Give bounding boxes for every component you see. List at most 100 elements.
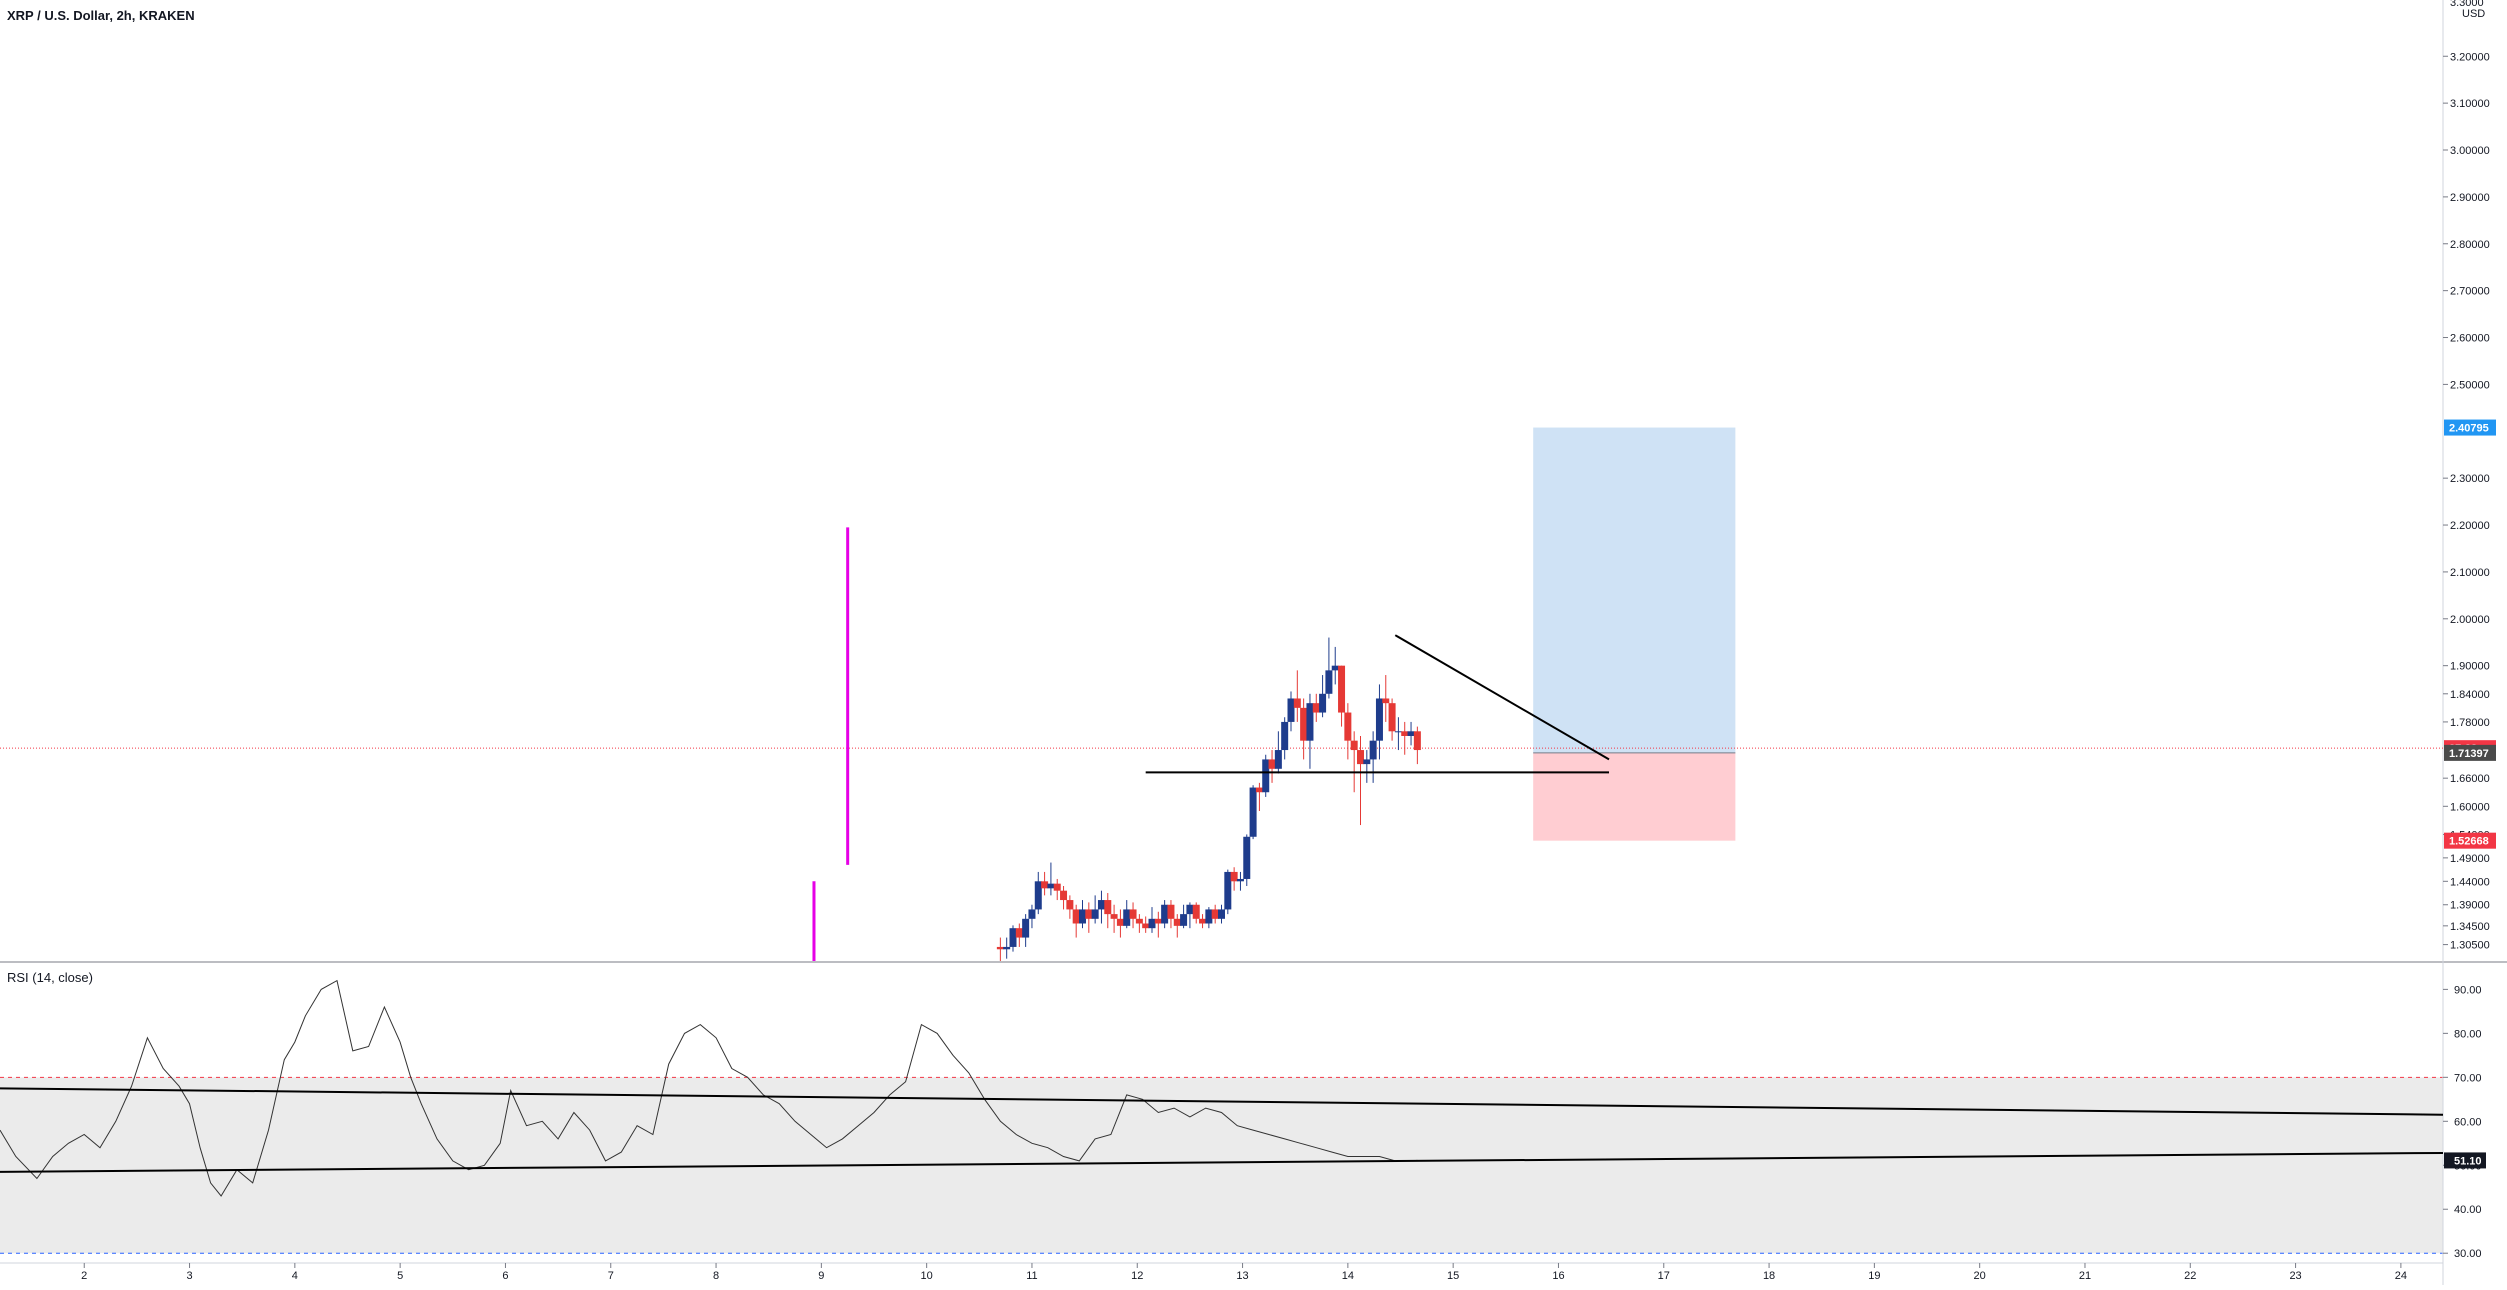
candle-body (1249, 787, 1257, 837)
rsi-lower-trendline (0, 1151, 2444, 1173)
candle (1022, 914, 1030, 947)
candle (1236, 871, 1244, 891)
price-tick-label: 3.10000 (2450, 98, 2490, 110)
candle-body (1293, 698, 1301, 708)
price-tick-label: 1.44000 (2450, 876, 2490, 888)
candle-body (1363, 759, 1371, 765)
candle-body (1104, 900, 1112, 915)
candle-body (1211, 909, 1219, 919)
candle (1382, 675, 1390, 722)
candle (1161, 900, 1169, 929)
time-tick-label: 7 (608, 1270, 614, 1282)
candle-body (1281, 721, 1289, 751)
candle-body (1236, 878, 1244, 882)
candle-body (1180, 914, 1188, 926)
candle-body (1173, 918, 1181, 926)
price-badge-label: 1.52668 (2449, 836, 2489, 848)
candle-body (1142, 923, 1150, 929)
candle (1300, 698, 1308, 760)
candle (1293, 670, 1301, 722)
candle-body (1388, 703, 1396, 732)
price-tick-label: 1.39000 (2450, 900, 2490, 912)
time-tick-label: 5 (397, 1270, 403, 1282)
time-tick-label: 14 (1342, 1270, 1354, 1282)
candle-body (1015, 928, 1023, 938)
candle (1135, 914, 1143, 933)
candle (1129, 902, 1137, 929)
candle (1287, 691, 1295, 732)
price-tick-label: 2.50000 (2450, 379, 2490, 391)
candle (1375, 684, 1383, 760)
price-tick-label: 2.60000 (2450, 333, 2490, 345)
time-tick-label: 8 (713, 1270, 719, 1282)
price-badge-bg (2444, 832, 2496, 849)
candle-body (1072, 909, 1080, 924)
time-tick-label: 13 (1236, 1270, 1248, 1282)
rsi-tick-label: 70.00 (2454, 1072, 2482, 1084)
triangle-resistance-line (1394, 634, 1610, 761)
candle-body (1161, 904, 1169, 924)
time-tick-label: 15 (1447, 1270, 1459, 1282)
candle-body (1167, 904, 1175, 919)
candle (1394, 717, 1402, 751)
time-tick-label: 11 (1026, 1270, 1037, 1282)
candle-body (1338, 665, 1346, 713)
candle-body (1224, 871, 1232, 910)
candle (1034, 871, 1042, 915)
candle (1363, 750, 1371, 783)
price-tick-label: 1.49000 (2450, 853, 2490, 865)
candle-body (1154, 918, 1162, 924)
candle-body (1312, 703, 1320, 713)
candle-body (1148, 918, 1156, 929)
candle-body (1003, 946, 1011, 950)
candle (1047, 862, 1055, 896)
candle-body (1262, 759, 1270, 793)
price-tick-label: 1.66000 (2450, 773, 2490, 785)
candle-body (1325, 670, 1333, 694)
rsi-band (0, 1077, 2443, 1254)
candle (1180, 904, 1188, 929)
price-tick-label: 3.00000 (2450, 145, 2490, 157)
candle (1262, 754, 1270, 797)
candle-body (1230, 871, 1238, 882)
time-tick-label: 16 (1552, 1270, 1564, 1282)
candle-body (1009, 928, 1017, 947)
candle (1097, 890, 1105, 924)
symbol-title: XRP / U.S. Dollar, 2h, KRAKEN (7, 8, 195, 23)
time-tick-label: 12 (1131, 1270, 1143, 1282)
candle-body (1306, 703, 1314, 741)
candle (1205, 907, 1213, 929)
candle (1116, 909, 1124, 938)
candle-body (1300, 707, 1308, 741)
candle-body (1129, 909, 1137, 919)
candle (1306, 693, 1314, 769)
candle-body (1091, 909, 1099, 919)
candle (1085, 902, 1093, 933)
candle-body (1135, 918, 1143, 924)
rsi-current-badge-bg (2444, 1152, 2486, 1169)
time-tick-label: 21 (2079, 1270, 2091, 1282)
candle (1230, 867, 1238, 891)
rsi-line (0, 979, 1418, 1197)
candle-body (1034, 881, 1042, 910)
candle (1079, 900, 1087, 929)
rsi-tick-label: 60.00 (2454, 1116, 2482, 1128)
candle-body (1116, 918, 1124, 926)
candle (1325, 637, 1333, 699)
price-tick-label: 1.90000 (2450, 661, 2490, 673)
candle-body (1394, 731, 1402, 733)
candle (1104, 893, 1112, 929)
candle (1401, 721, 1409, 755)
candle (1123, 900, 1131, 929)
candle (1192, 902, 1200, 924)
time-tick-label: 23 (2289, 1270, 2301, 1282)
rsi-tick-label: 40.00 (2454, 1204, 2482, 1216)
candle (1072, 904, 1080, 938)
price-axis-top-label: 3.3000 (2450, 0, 2484, 9)
candle-body (1413, 731, 1421, 751)
candle (1173, 914, 1181, 938)
candle-body (1344, 712, 1352, 741)
candle-body (1287, 698, 1295, 722)
